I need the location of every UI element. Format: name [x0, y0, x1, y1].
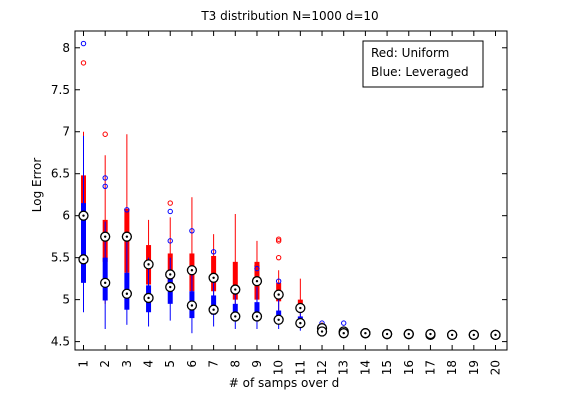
plot-area: 4.555.566.577.581 2 3 4 5 6 7 8 9 10 11 12 13 14 15 16 1… — [51, 30, 508, 375]
x-tick-label: 10 — [272, 360, 286, 375]
leveraged-box — [81, 203, 86, 283]
y-tick-label: 8 — [62, 41, 70, 55]
uniform-median-dot — [147, 263, 150, 266]
uniform-median-dot — [103, 235, 107, 238]
y-axis-label: Log Error — [30, 158, 44, 213]
leveraged-outlier — [254, 265, 260, 272]
y-tick-label: 5.5 — [51, 251, 70, 265]
y-tick-label: 7 — [62, 125, 70, 139]
uniform-outlier — [275, 254, 282, 261]
uniform-median-dot — [299, 306, 302, 310]
legend-entry-uniform: Red: Uniform — [371, 46, 449, 60]
leveraged-median-dot — [494, 333, 497, 337]
y-tick-label: 6.5 — [51, 167, 70, 181]
leveraged-median-dot — [212, 308, 215, 311]
leveraged-median-dot — [472, 333, 476, 337]
uniform-outlier — [275, 238, 282, 244]
leveraged-median-dot — [147, 296, 150, 300]
leveraged-median-dot — [277, 318, 280, 321]
y-tick-label: 7.5 — [51, 83, 70, 97]
x-tick-label: 8 — [228, 360, 242, 368]
x-tick-label: 14 — [358, 360, 372, 375]
y-tick-label: 5 — [62, 293, 70, 307]
leveraged-outlier — [80, 40, 87, 47]
leveraged-outlier — [124, 207, 130, 213]
x-tick-label: 11 — [293, 360, 307, 375]
leveraged-median-dot — [103, 281, 107, 285]
uniform-outlier — [167, 200, 173, 206]
uniform-median-dot — [190, 269, 194, 272]
uniform-median-dot — [169, 273, 172, 276]
x-tick-label: 2 — [98, 360, 112, 368]
uniform-median-dot — [212, 276, 215, 280]
x-tick-label: 15 — [380, 360, 394, 375]
uniform-outlier — [275, 236, 282, 242]
plot-frame — [74, 30, 508, 351]
x-tick-label: 17 — [423, 360, 437, 375]
x-tick-label: 4 — [142, 360, 156, 368]
x-tick-label: 19 — [467, 360, 481, 375]
leveraged-median-dot — [125, 292, 129, 295]
leveraged-median-dot — [190, 304, 194, 307]
legend-entry-leveraged: Blue: Leveraged — [371, 65, 469, 79]
leveraged-median-dot — [385, 332, 389, 336]
x-tick-label: 9 — [250, 360, 264, 368]
leveraged-outlier — [210, 249, 217, 255]
y-tick-label: 6 — [62, 209, 70, 223]
leveraged-median-dot — [169, 285, 172, 289]
uniform-median-dot — [255, 279, 259, 283]
leveraged-median-dot — [82, 258, 85, 261]
leveraged-outlier — [341, 320, 347, 326]
leveraged-median-dot — [234, 315, 237, 318]
uniform-median-dot — [277, 293, 280, 296]
uniform-box — [232, 261, 238, 300]
uniform-outlier — [102, 131, 108, 137]
leveraged-outlier — [167, 238, 173, 244]
leveraged-outlier — [275, 278, 282, 284]
leveraged-median-dot — [299, 321, 302, 325]
leveraged-median-dot — [429, 332, 432, 336]
leveraged-median-dot — [320, 330, 324, 333]
x-tick-label: 16 — [402, 360, 416, 375]
uniform-outlier — [80, 60, 87, 66]
leveraged-median-dot — [342, 332, 345, 335]
leveraged-median-dot — [364, 332, 367, 335]
x-tick-label: 1 — [77, 360, 91, 368]
x-tick-label: 12 — [315, 360, 329, 375]
leveraged-median-dot — [407, 332, 410, 336]
chart-title: T3 distribution N=1000 d=10 — [200, 9, 378, 23]
x-axis-label: # of samps over d — [229, 376, 339, 390]
x-tick-label: 5 — [163, 360, 177, 368]
legend: Red: Uniform Blue: Leveraged — [362, 40, 484, 88]
y-tick-label: 4.5 — [51, 335, 70, 349]
x-tick-label: 13 — [337, 360, 351, 375]
uniform-median-dot — [125, 235, 129, 238]
x-tick-label: 6 — [185, 360, 199, 368]
uniform-outlier — [254, 263, 260, 269]
x-tick-label: 18 — [445, 360, 459, 375]
x-tick-label: 7 — [207, 360, 221, 368]
leveraged-outlier — [189, 228, 195, 234]
leveraged-outlier — [102, 175, 108, 181]
leveraged-outlier — [167, 208, 173, 215]
leveraged-outlier — [102, 183, 108, 190]
uniform-median-dot — [82, 214, 85, 217]
x-tick-label: 20 — [489, 360, 503, 375]
leveraged-median-dot — [255, 315, 259, 318]
uniform-median-dot — [234, 288, 237, 291]
x-tick-label: 3 — [120, 360, 134, 368]
legend-box — [362, 40, 484, 88]
leveraged-median-dot — [450, 333, 454, 337]
